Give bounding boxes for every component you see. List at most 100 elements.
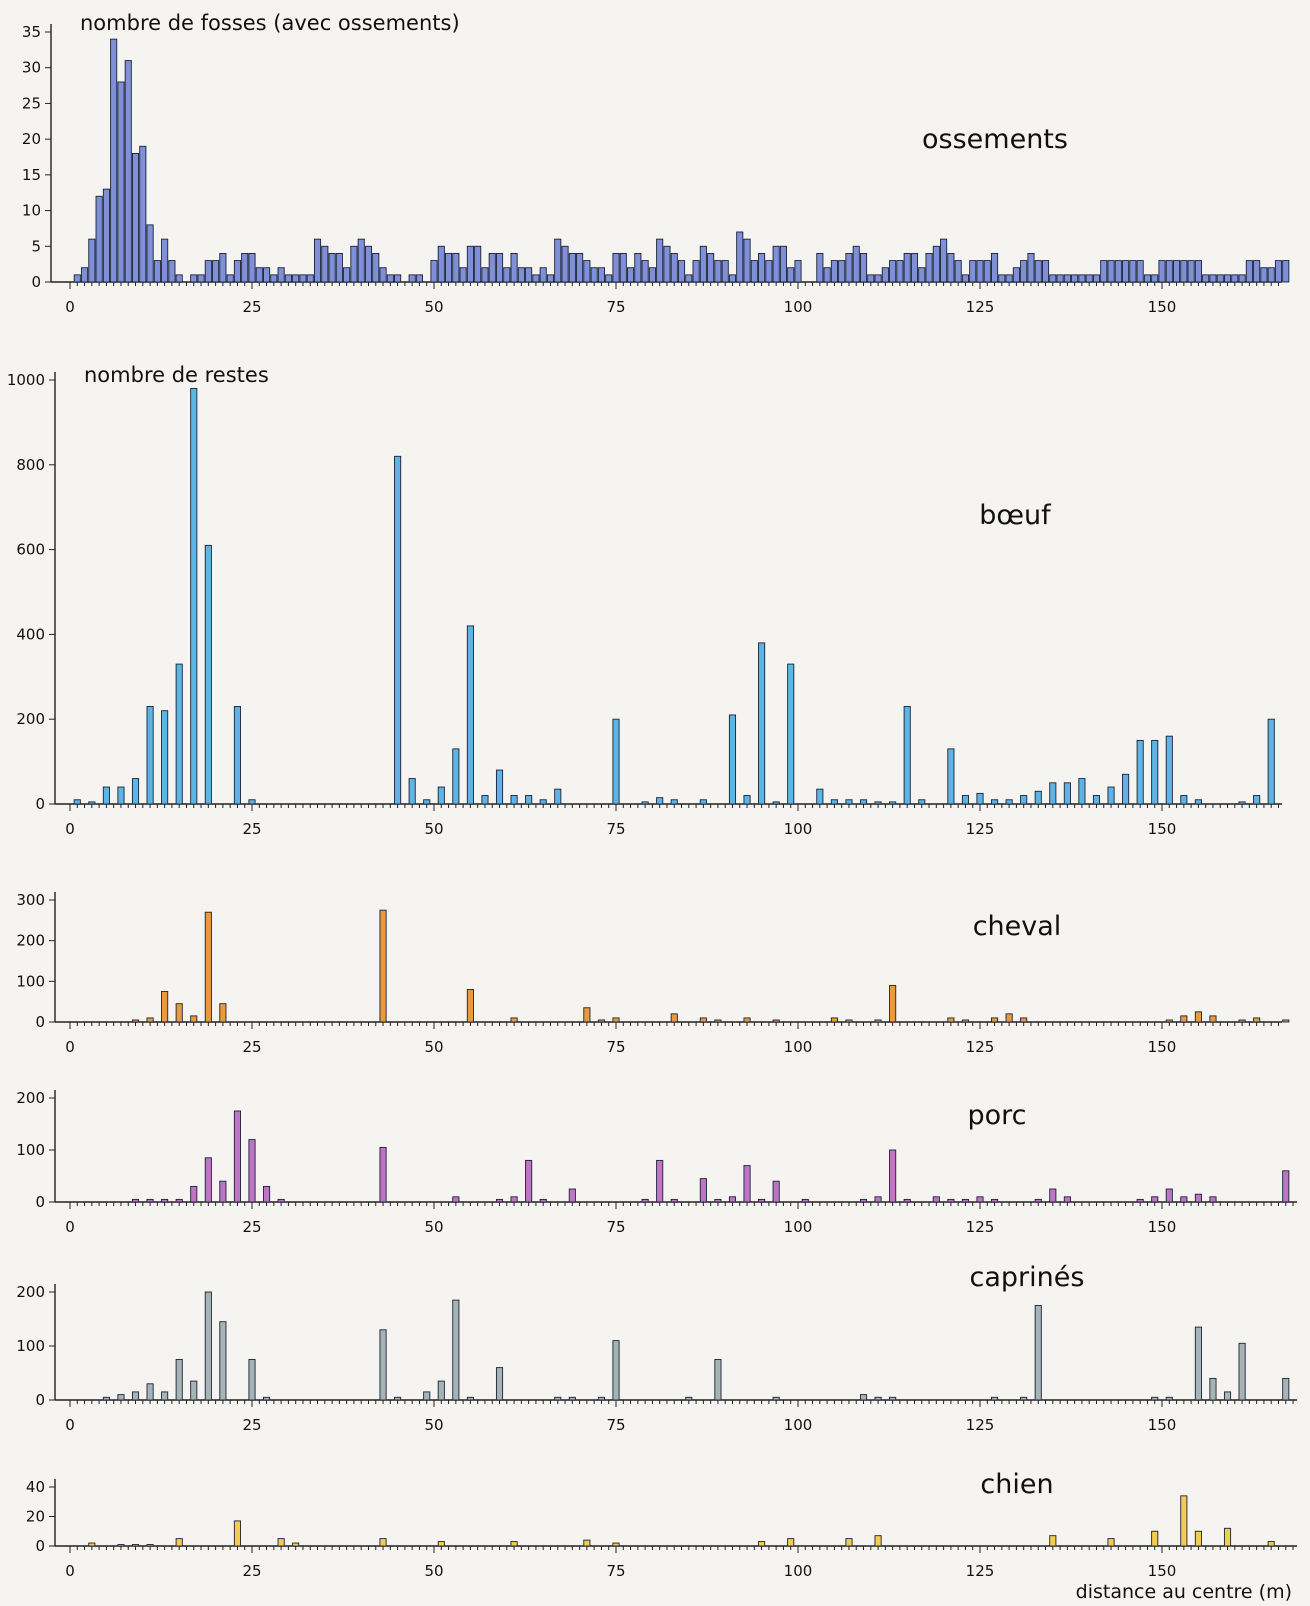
bar (568, 252, 576, 283)
bar (328, 252, 336, 283)
bar (889, 1396, 897, 1401)
bar (1282, 1377, 1290, 1401)
bar (466, 1396, 474, 1401)
bar (1151, 274, 1159, 283)
bar (117, 81, 125, 283)
chart-title: nombre de fosses (avec ossements) (80, 11, 460, 35)
x-tick-label: 0 (65, 1562, 75, 1580)
bar (1049, 274, 1057, 283)
bar (852, 245, 860, 283)
bar (350, 245, 358, 283)
bar (175, 663, 183, 805)
bar (554, 788, 562, 805)
bar (146, 1383, 154, 1401)
bar (998, 274, 1006, 283)
bar (437, 786, 445, 805)
bar (510, 1017, 518, 1023)
bar (1209, 274, 1217, 283)
bar (728, 714, 737, 805)
bar (204, 911, 212, 1023)
bar (1216, 274, 1224, 283)
x-tick-label: 25 (242, 1416, 261, 1434)
bar (641, 1198, 649, 1203)
bar (415, 274, 423, 283)
x-tick-label: 125 (966, 1416, 995, 1434)
bar (670, 1198, 678, 1203)
y-tick-label: 100 (16, 1337, 45, 1355)
bar (779, 245, 787, 283)
bar (481, 795, 489, 805)
bar (1282, 1170, 1290, 1203)
bar (576, 252, 584, 283)
bar (532, 274, 540, 283)
bar (1107, 786, 1115, 805)
bar (947, 748, 955, 805)
bar (561, 245, 569, 283)
bar (1260, 267, 1268, 283)
bar (299, 274, 307, 283)
bar (1005, 274, 1013, 283)
bar (874, 1196, 882, 1203)
bar (161, 1391, 169, 1401)
bar (343, 267, 351, 283)
bar (830, 799, 838, 805)
x-axis-label: distance au centre (m) (1076, 1581, 1292, 1603)
bar (1151, 739, 1159, 805)
bar (1253, 795, 1261, 805)
bar (88, 238, 96, 283)
x-tick-label: 25 (242, 1218, 261, 1236)
bar (1274, 260, 1283, 283)
bar (219, 1321, 227, 1401)
y-tick-label: 10 (22, 202, 41, 220)
bar (961, 274, 969, 283)
bar (976, 792, 984, 805)
bar (991, 799, 999, 805)
bar (656, 797, 664, 805)
bar (772, 245, 780, 283)
bar (190, 388, 198, 805)
bar (379, 1146, 387, 1203)
bar (277, 267, 285, 283)
bar (423, 1391, 431, 1401)
bar (379, 1538, 387, 1547)
bar (1107, 260, 1115, 283)
bar (1056, 274, 1064, 283)
bar (1180, 260, 1188, 283)
bar (1049, 782, 1057, 805)
x-tick-label: 0 (65, 1038, 75, 1056)
x-tick-label: 50 (424, 1562, 443, 1580)
bar (146, 224, 154, 283)
bar (248, 1359, 256, 1401)
bar (947, 1198, 955, 1203)
bar (699, 1017, 707, 1023)
bar (117, 786, 125, 805)
bar (1122, 260, 1130, 283)
bar (219, 252, 227, 283)
bar (146, 1198, 154, 1203)
bar (437, 1541, 445, 1547)
bar (510, 1541, 518, 1547)
bar (648, 267, 656, 283)
bar (961, 1198, 969, 1203)
bar (1238, 801, 1246, 805)
bar (758, 642, 766, 805)
bar (197, 274, 205, 283)
y-tick-label: 20 (26, 1508, 45, 1526)
bar (161, 1198, 169, 1203)
bar (131, 1391, 140, 1401)
x-tick-label: 150 (1148, 1562, 1177, 1580)
bar (437, 1380, 445, 1401)
bar (1165, 735, 1173, 805)
bar (263, 1185, 271, 1203)
bar (161, 238, 169, 283)
bar (248, 799, 256, 805)
bar (961, 795, 969, 805)
bar (976, 1196, 984, 1203)
bar (313, 238, 322, 283)
bar (889, 984, 897, 1023)
y-tick-label: 0 (35, 1391, 45, 1409)
bar (357, 238, 365, 283)
x-tick-label: 150 (1148, 1416, 1177, 1434)
series-label: chien (980, 1469, 1053, 1500)
y-tick-label: 100 (16, 972, 45, 990)
